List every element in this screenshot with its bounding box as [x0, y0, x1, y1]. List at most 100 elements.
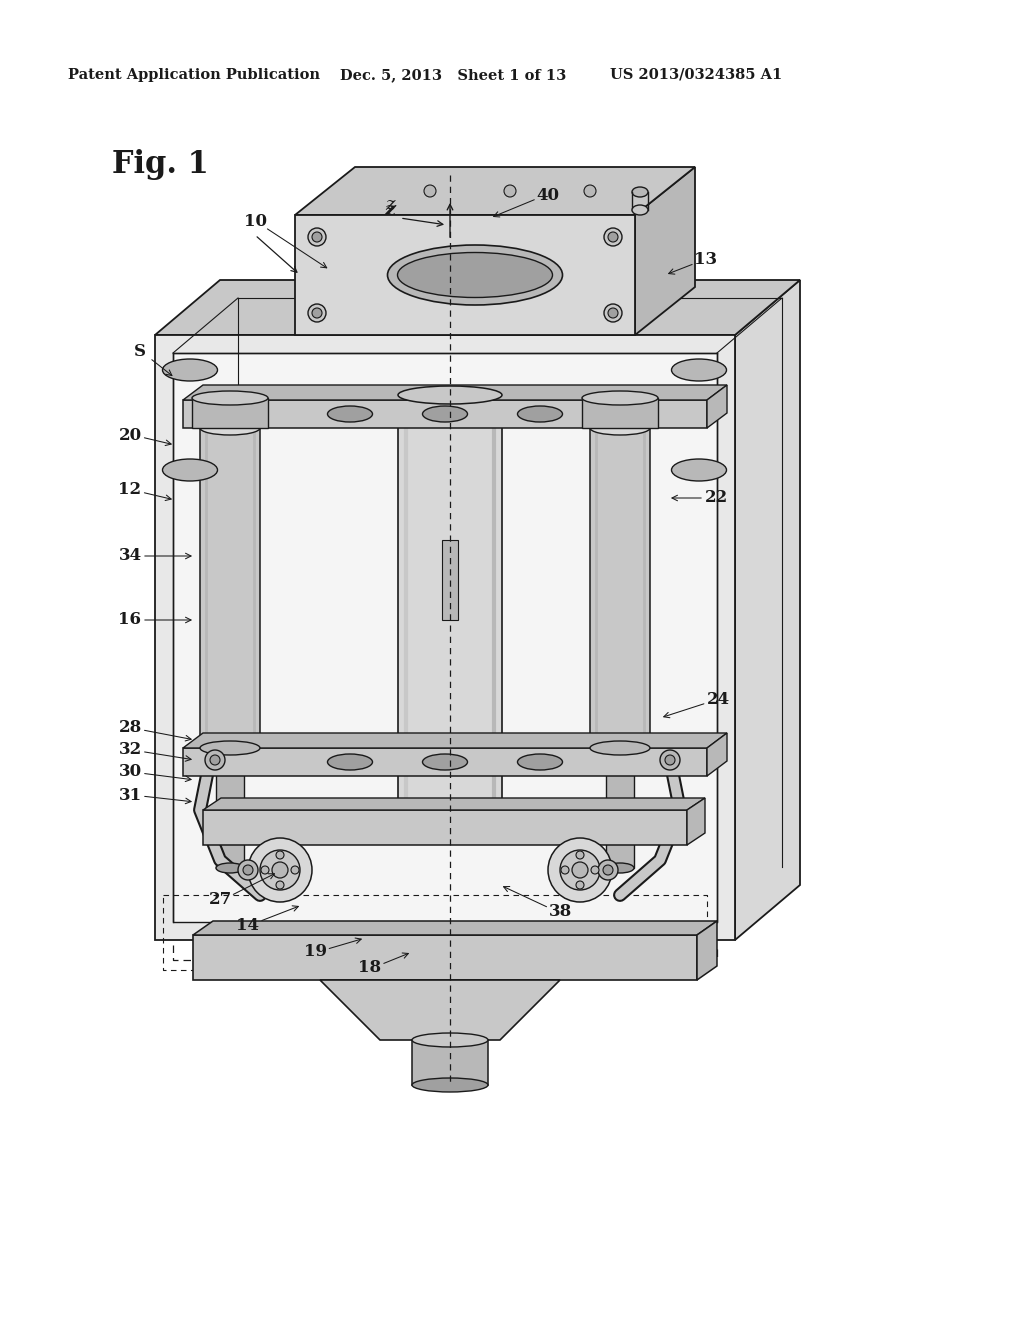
Circle shape: [584, 185, 596, 197]
Text: 31: 31: [119, 787, 141, 804]
Polygon shape: [203, 799, 705, 810]
Text: 13: 13: [694, 252, 718, 268]
Polygon shape: [582, 399, 658, 428]
Polygon shape: [216, 748, 244, 869]
Polygon shape: [173, 352, 717, 921]
Text: US 2013/0324385 A1: US 2013/0324385 A1: [610, 69, 782, 82]
Circle shape: [575, 851, 584, 859]
Ellipse shape: [163, 359, 217, 381]
Ellipse shape: [590, 421, 650, 436]
Text: 20: 20: [119, 426, 141, 444]
Ellipse shape: [672, 359, 726, 381]
Ellipse shape: [398, 801, 502, 818]
Polygon shape: [319, 979, 560, 1040]
Circle shape: [424, 185, 436, 197]
Polygon shape: [155, 335, 735, 940]
Ellipse shape: [632, 187, 648, 197]
Polygon shape: [412, 1040, 488, 1085]
Circle shape: [598, 861, 618, 880]
Ellipse shape: [193, 391, 268, 405]
Polygon shape: [193, 935, 697, 979]
Text: 38: 38: [549, 903, 571, 920]
Circle shape: [608, 232, 618, 242]
Polygon shape: [707, 733, 727, 776]
Circle shape: [660, 750, 680, 770]
Text: S: S: [134, 343, 146, 360]
FancyBboxPatch shape: [442, 540, 458, 620]
Circle shape: [308, 304, 326, 322]
Polygon shape: [193, 921, 717, 935]
Circle shape: [604, 304, 622, 322]
Text: 12: 12: [119, 482, 141, 499]
Polygon shape: [183, 733, 727, 748]
Circle shape: [261, 866, 269, 874]
Ellipse shape: [200, 421, 260, 436]
Polygon shape: [590, 428, 650, 748]
Text: 10: 10: [244, 214, 266, 231]
Polygon shape: [697, 921, 717, 979]
Circle shape: [572, 862, 588, 878]
Ellipse shape: [163, 459, 217, 480]
Text: 19: 19: [303, 944, 327, 961]
Polygon shape: [193, 399, 268, 428]
Text: 22: 22: [705, 490, 728, 507]
Text: Dec. 5, 2013   Sheet 1 of 13: Dec. 5, 2013 Sheet 1 of 13: [340, 69, 566, 82]
Circle shape: [560, 850, 600, 890]
Text: 30: 30: [119, 763, 141, 780]
Polygon shape: [735, 280, 800, 940]
Ellipse shape: [517, 407, 562, 422]
Circle shape: [276, 851, 284, 859]
Circle shape: [210, 755, 220, 766]
Text: 16: 16: [119, 611, 141, 628]
Text: 40: 40: [537, 186, 559, 203]
Text: 32: 32: [119, 742, 141, 759]
Polygon shape: [398, 395, 502, 810]
Ellipse shape: [398, 385, 502, 404]
Circle shape: [205, 750, 225, 770]
Polygon shape: [707, 385, 727, 428]
Text: 27: 27: [208, 891, 231, 908]
Ellipse shape: [423, 754, 468, 770]
Ellipse shape: [632, 205, 648, 215]
Circle shape: [291, 866, 299, 874]
Polygon shape: [183, 385, 727, 400]
Text: 14: 14: [237, 916, 259, 933]
Ellipse shape: [328, 754, 373, 770]
Text: 34: 34: [119, 548, 141, 565]
Polygon shape: [183, 748, 707, 776]
Polygon shape: [635, 168, 695, 335]
Polygon shape: [203, 810, 687, 845]
Polygon shape: [606, 748, 634, 869]
Circle shape: [312, 308, 322, 318]
Text: z: z: [384, 201, 395, 219]
Text: 24: 24: [707, 692, 729, 709]
Circle shape: [260, 850, 300, 890]
Ellipse shape: [328, 407, 373, 422]
Polygon shape: [295, 215, 635, 335]
Ellipse shape: [517, 754, 562, 770]
Ellipse shape: [216, 863, 244, 873]
Circle shape: [591, 866, 599, 874]
Circle shape: [604, 228, 622, 246]
Polygon shape: [295, 168, 695, 215]
Ellipse shape: [606, 863, 634, 873]
Ellipse shape: [200, 741, 260, 755]
Circle shape: [243, 865, 253, 875]
Circle shape: [548, 838, 612, 902]
Polygon shape: [200, 428, 260, 748]
Circle shape: [561, 866, 569, 874]
Circle shape: [312, 232, 322, 242]
Text: Patent Application Publication: Patent Application Publication: [68, 69, 319, 82]
Ellipse shape: [582, 391, 658, 405]
Circle shape: [665, 755, 675, 766]
Circle shape: [603, 865, 613, 875]
Circle shape: [608, 308, 618, 318]
Circle shape: [248, 838, 312, 902]
Polygon shape: [155, 280, 800, 335]
Circle shape: [308, 228, 326, 246]
Polygon shape: [687, 799, 705, 845]
Circle shape: [575, 880, 584, 888]
Ellipse shape: [423, 407, 468, 422]
Ellipse shape: [397, 252, 553, 297]
Circle shape: [272, 862, 288, 878]
